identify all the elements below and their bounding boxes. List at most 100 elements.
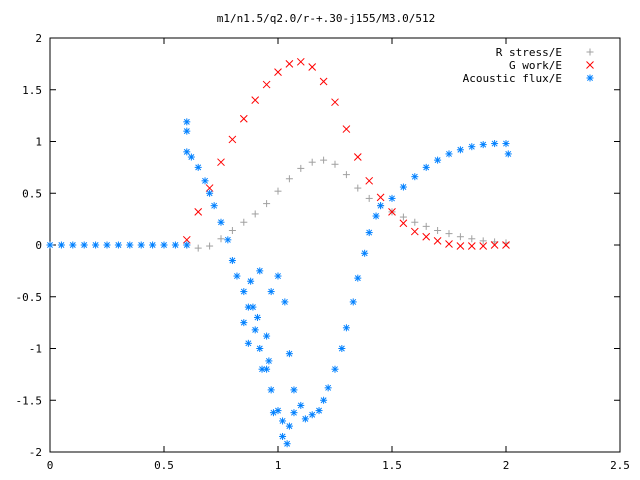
data-point xyxy=(251,210,259,218)
data-point xyxy=(285,422,293,430)
legend-entry: G work/E xyxy=(509,59,594,72)
data-point xyxy=(377,202,385,210)
data-point xyxy=(267,386,275,394)
data-point xyxy=(228,257,236,265)
data-point xyxy=(126,241,134,249)
data-point xyxy=(456,242,465,250)
data-point xyxy=(338,345,346,352)
data-point xyxy=(491,238,499,246)
data-point xyxy=(490,241,499,249)
data-point xyxy=(399,219,408,228)
data-point xyxy=(456,146,464,154)
data-point xyxy=(279,432,287,440)
data-point xyxy=(194,208,203,216)
legend-label: Acoustic flux/E xyxy=(463,72,562,85)
x-tick-label: 2 xyxy=(503,459,510,472)
data-point xyxy=(422,222,430,230)
y-tick-label: 2 xyxy=(35,32,42,45)
data-point xyxy=(445,150,453,158)
data-point xyxy=(410,227,419,236)
data-point xyxy=(194,244,202,252)
data-point xyxy=(183,127,191,135)
data-point xyxy=(349,298,357,306)
data-point xyxy=(376,193,385,202)
y-tick-label: -1 xyxy=(29,343,42,356)
data-point xyxy=(233,272,241,280)
data-point xyxy=(256,345,264,352)
legend-entry: R stress/E xyxy=(496,46,594,59)
data-point xyxy=(422,232,431,241)
data-point xyxy=(342,125,351,133)
data-point xyxy=(114,241,122,249)
data-point xyxy=(57,241,65,249)
data-point xyxy=(361,249,369,257)
data-point xyxy=(411,173,419,181)
data-point xyxy=(365,194,373,202)
data-point xyxy=(331,160,339,168)
data-point xyxy=(263,365,271,373)
data-point xyxy=(308,411,316,419)
data-point xyxy=(253,313,261,321)
data-point xyxy=(285,175,293,183)
data-point xyxy=(240,319,248,327)
data-point xyxy=(285,350,293,358)
data-point xyxy=(411,218,419,226)
data-point xyxy=(274,272,282,280)
data-point xyxy=(399,183,407,191)
legend-label: R stress/E xyxy=(496,46,562,59)
y-tick-label: -2 xyxy=(29,446,42,459)
y-tick-label: 0 xyxy=(35,239,42,252)
data-point xyxy=(342,324,350,332)
series-layer xyxy=(46,57,512,448)
y-tick-label: -0.5 xyxy=(16,291,43,304)
x-tick-label: 0 xyxy=(47,459,54,472)
data-point xyxy=(342,171,350,179)
data-point xyxy=(399,213,407,221)
data-point xyxy=(301,415,309,423)
data-point xyxy=(224,236,232,244)
data-point xyxy=(228,135,237,144)
data-point xyxy=(258,365,266,373)
data-point xyxy=(433,237,442,245)
data-point xyxy=(210,202,218,210)
y-tick-label: 0.5 xyxy=(22,187,42,200)
data-point xyxy=(502,241,510,249)
data-point xyxy=(206,242,214,250)
legend-marker xyxy=(586,61,594,69)
data-point xyxy=(251,96,260,104)
y-tick-label: 1.5 xyxy=(22,84,42,97)
data-point xyxy=(445,230,453,238)
data-point xyxy=(290,409,298,417)
data-point xyxy=(279,417,287,425)
data-point xyxy=(263,200,271,208)
data-point xyxy=(263,332,271,340)
data-point xyxy=(46,241,54,249)
data-point xyxy=(434,227,442,235)
data-point xyxy=(240,218,248,226)
series-cross xyxy=(182,57,510,250)
data-point xyxy=(187,153,195,161)
data-point xyxy=(504,150,512,158)
x-tick-label: 1.5 xyxy=(382,459,402,472)
data-point xyxy=(479,242,488,250)
data-point xyxy=(296,57,305,66)
data-point xyxy=(372,212,380,220)
data-point xyxy=(365,176,374,185)
data-point xyxy=(290,386,298,394)
series-star xyxy=(46,118,512,448)
data-point xyxy=(239,114,248,123)
data-point xyxy=(297,164,305,172)
x-tick-label: 1 xyxy=(275,459,282,472)
data-point xyxy=(445,240,453,248)
data-point xyxy=(160,241,168,249)
data-point xyxy=(183,241,191,249)
data-point xyxy=(217,218,225,226)
data-point xyxy=(265,357,273,365)
data-point xyxy=(281,298,289,306)
data-point xyxy=(479,237,487,245)
data-point xyxy=(388,208,396,216)
data-point xyxy=(331,98,339,107)
data-point xyxy=(308,158,316,166)
